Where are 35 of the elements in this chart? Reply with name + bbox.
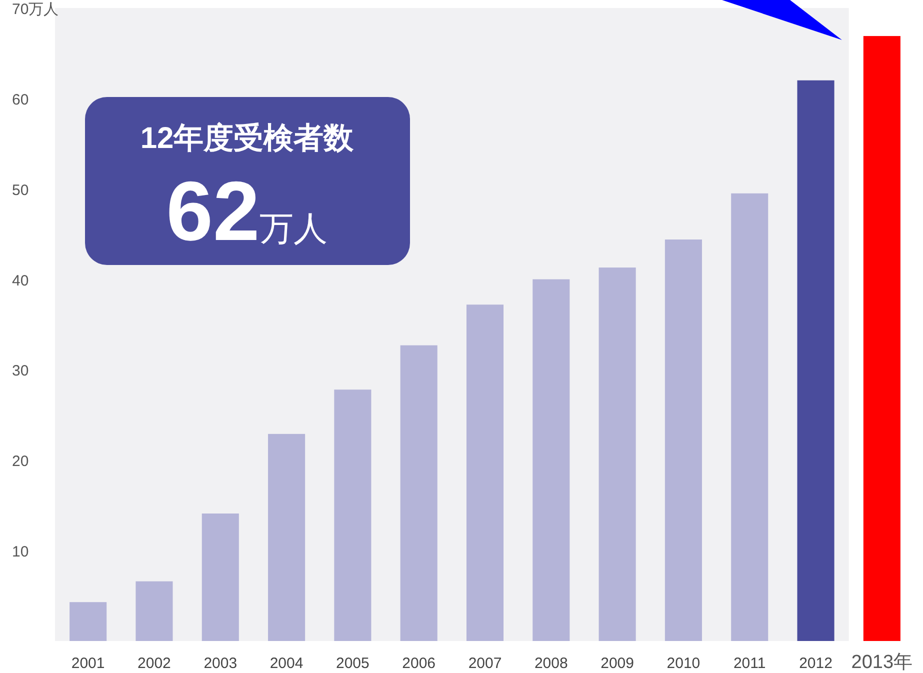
bar [863,36,900,641]
x-tick-label: 2013年 [851,652,913,673]
bar [598,268,636,641]
y-tick-label: 30 [12,362,29,380]
bar [400,345,438,641]
annotation: 62万人 [166,164,328,258]
bar [664,239,702,641]
bar [202,513,239,641]
x-tick-label: 2010 [666,655,700,672]
bar [797,80,834,641]
annotation: 12年度受検者数 [140,121,355,155]
bar [70,602,107,641]
x-tick-label: 2009 [600,655,634,672]
y-tick-label: 10 [12,544,29,561]
x-tick-label: 2011 [733,655,766,672]
x-tick-label: 2008 [534,655,568,672]
x-tick-label: 2004 [270,655,304,672]
bar [136,581,173,641]
y-tick-label: 50 [12,182,29,199]
y-tick-label: 70万人 [12,1,59,18]
bar [466,304,504,641]
x-tick-label: 2002 [138,655,171,672]
y-tick-label: 60 [12,91,29,108]
x-tick-label: 2007 [468,655,502,672]
bar [334,390,372,641]
y-tick-label: 20 [12,453,29,470]
x-tick-label: 2006 [402,655,436,672]
x-tick-label: 2003 [204,655,238,672]
x-tick-label: 2005 [336,655,370,672]
bar [731,193,768,641]
bar [532,279,570,641]
x-tick-label: 2012 [799,655,832,672]
x-tick-label: 2001 [71,655,105,672]
y-tick-label: 40 [12,272,29,290]
bar [268,434,306,641]
